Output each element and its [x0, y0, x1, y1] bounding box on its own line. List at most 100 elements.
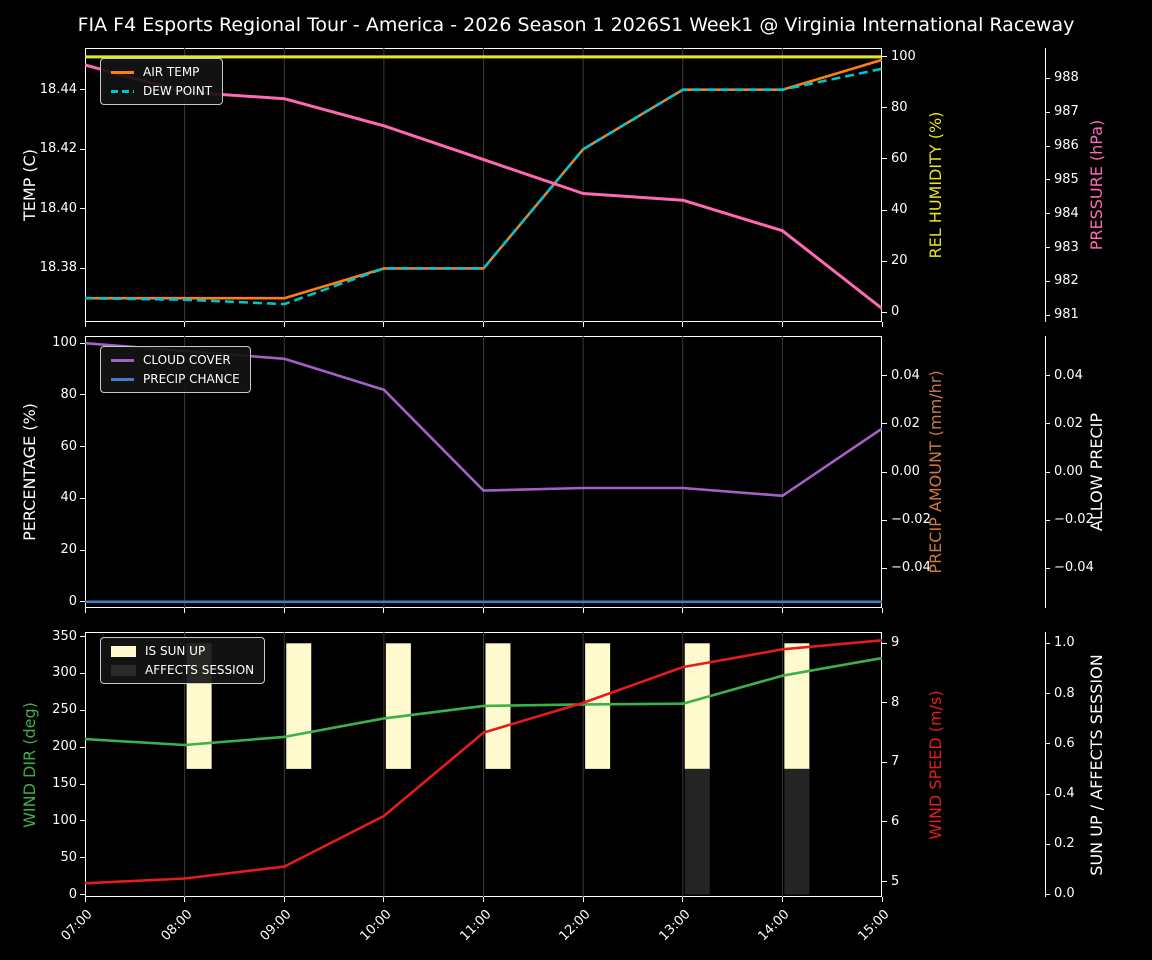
tick	[1045, 213, 1050, 215]
bar-is-sun-up	[385, 643, 411, 769]
y-tick-label: 80	[60, 386, 77, 402]
legend-line-air-temp	[111, 70, 134, 74]
axis-title-left-wind: WIND DIR (deg)	[20, 701, 39, 828]
legend-patch-affects-session	[111, 664, 136, 676]
y-tick-label: 0	[68, 593, 77, 609]
y-tick-label: 18.44	[39, 81, 77, 97]
y-tick-label: 40	[60, 490, 77, 506]
tick	[80, 497, 85, 499]
tick	[882, 375, 887, 377]
x-tick	[483, 322, 484, 327]
x-tick	[84, 608, 86, 613]
tick	[1045, 642, 1050, 644]
plot-area-wind	[85, 632, 882, 897]
x-tick-label: 13:00	[656, 907, 694, 945]
tick	[80, 857, 85, 859]
tick	[1045, 179, 1050, 181]
chart-title: FIA F4 Esports Regional Tour - America -…	[77, 14, 1075, 36]
tick	[882, 642, 887, 644]
tick	[1045, 567, 1050, 569]
tick	[882, 567, 887, 569]
tick	[80, 446, 85, 448]
legend-label: DEW POINT	[143, 84, 213, 98]
y-tick-label: 5	[891, 873, 900, 889]
x-tick	[682, 608, 684, 613]
axis-title-left-precipitation: PERCENTAGE (%)	[20, 403, 39, 541]
tick	[882, 519, 887, 521]
y-tick-label: 150	[52, 776, 77, 792]
x-tick	[383, 608, 385, 613]
y-tick-label: 986	[1054, 138, 1079, 154]
y-tick-label: −0.04	[1054, 560, 1094, 576]
x-tick	[682, 897, 684, 902]
y-tick-label: 100	[52, 812, 77, 828]
tick	[80, 267, 85, 269]
x-tick-label: 10:00	[357, 907, 395, 945]
y-tick-label: 988	[1054, 70, 1079, 86]
tick	[882, 158, 887, 160]
legend-item: IS SUN UP	[111, 644, 254, 658]
y-tick-label: 18.40	[39, 200, 77, 216]
bar-is-sun-up	[784, 643, 810, 769]
legend-precipitation: CLOUD COVER PRECIP CHANCE	[100, 346, 251, 393]
tick	[882, 702, 887, 704]
tick	[1045, 314, 1050, 316]
axis-title-r2-temperature: PRESSURE (hPa)	[1087, 119, 1106, 251]
tick	[80, 549, 85, 551]
legend-item: CLOUD COVER	[111, 353, 240, 367]
y-tick-label: 20	[60, 542, 77, 558]
x-tick	[84, 897, 86, 902]
tick	[80, 601, 85, 603]
x-tick-label: 14:00	[755, 907, 793, 945]
tick	[882, 56, 887, 58]
tick	[80, 820, 85, 822]
legend-line-cloud-cover	[111, 358, 134, 362]
tick	[80, 148, 85, 150]
y-tick-label: 0.00	[1054, 464, 1083, 479]
x-tick	[184, 322, 186, 327]
y-tick-label: 6	[891, 813, 900, 829]
bar-affects-session	[684, 768, 710, 895]
x-tick	[283, 897, 285, 902]
bar-is-sun-up	[585, 643, 611, 769]
y-tick-label: 18.38	[39, 260, 77, 276]
series-dew-point	[85, 67, 882, 306]
y-tick-label: 9	[891, 635, 900, 651]
axis-title-r2-wind: SUN UP / AFFECTS SESSION	[1087, 653, 1106, 876]
y-tick-label: 0	[891, 304, 900, 320]
y-tick-label: 80	[891, 99, 908, 115]
x-tick	[881, 608, 883, 613]
tick	[1045, 145, 1050, 147]
y-tick-label: 0.0	[1054, 886, 1075, 902]
x-tick-label: 12:00	[556, 907, 594, 945]
axis-title-r2-precipitation: ALLOW PRECIP	[1087, 412, 1106, 532]
legend-label: PRECIP CHANCE	[143, 372, 240, 386]
tick	[80, 709, 85, 711]
y-tick-label: 0.4	[1054, 786, 1075, 801]
tick	[1045, 743, 1050, 745]
y-tick-label: 100	[52, 335, 77, 351]
y-tick-label: 983	[1054, 239, 1079, 255]
y-tick-label: 350	[52, 628, 77, 644]
bar-affects-session	[784, 768, 810, 895]
y-tick-label: 20	[891, 253, 908, 269]
x-tick	[781, 897, 783, 902]
tick	[882, 761, 887, 763]
y-tick-label: 0.8	[1054, 685, 1075, 701]
y-tick-label: 0	[68, 886, 77, 902]
x-tick	[184, 897, 186, 902]
legend-item: PRECIP CHANCE	[111, 372, 240, 386]
x-tick	[383, 897, 385, 902]
y-tick-label: 981	[1054, 307, 1079, 323]
y-tick-label: 250	[52, 702, 77, 718]
y-tick-label: 18.42	[39, 141, 77, 157]
tick	[882, 311, 887, 313]
y-tick-label: 0.02	[891, 415, 920, 431]
x-tick	[781, 608, 783, 613]
y-tick-label: 987	[1054, 104, 1079, 120]
x-tick	[84, 322, 86, 327]
x-tick-label: 11:00	[457, 907, 495, 945]
axis-title-left-temperature: TEMP (C)	[20, 148, 39, 222]
y-tick-label: 982	[1054, 273, 1079, 289]
